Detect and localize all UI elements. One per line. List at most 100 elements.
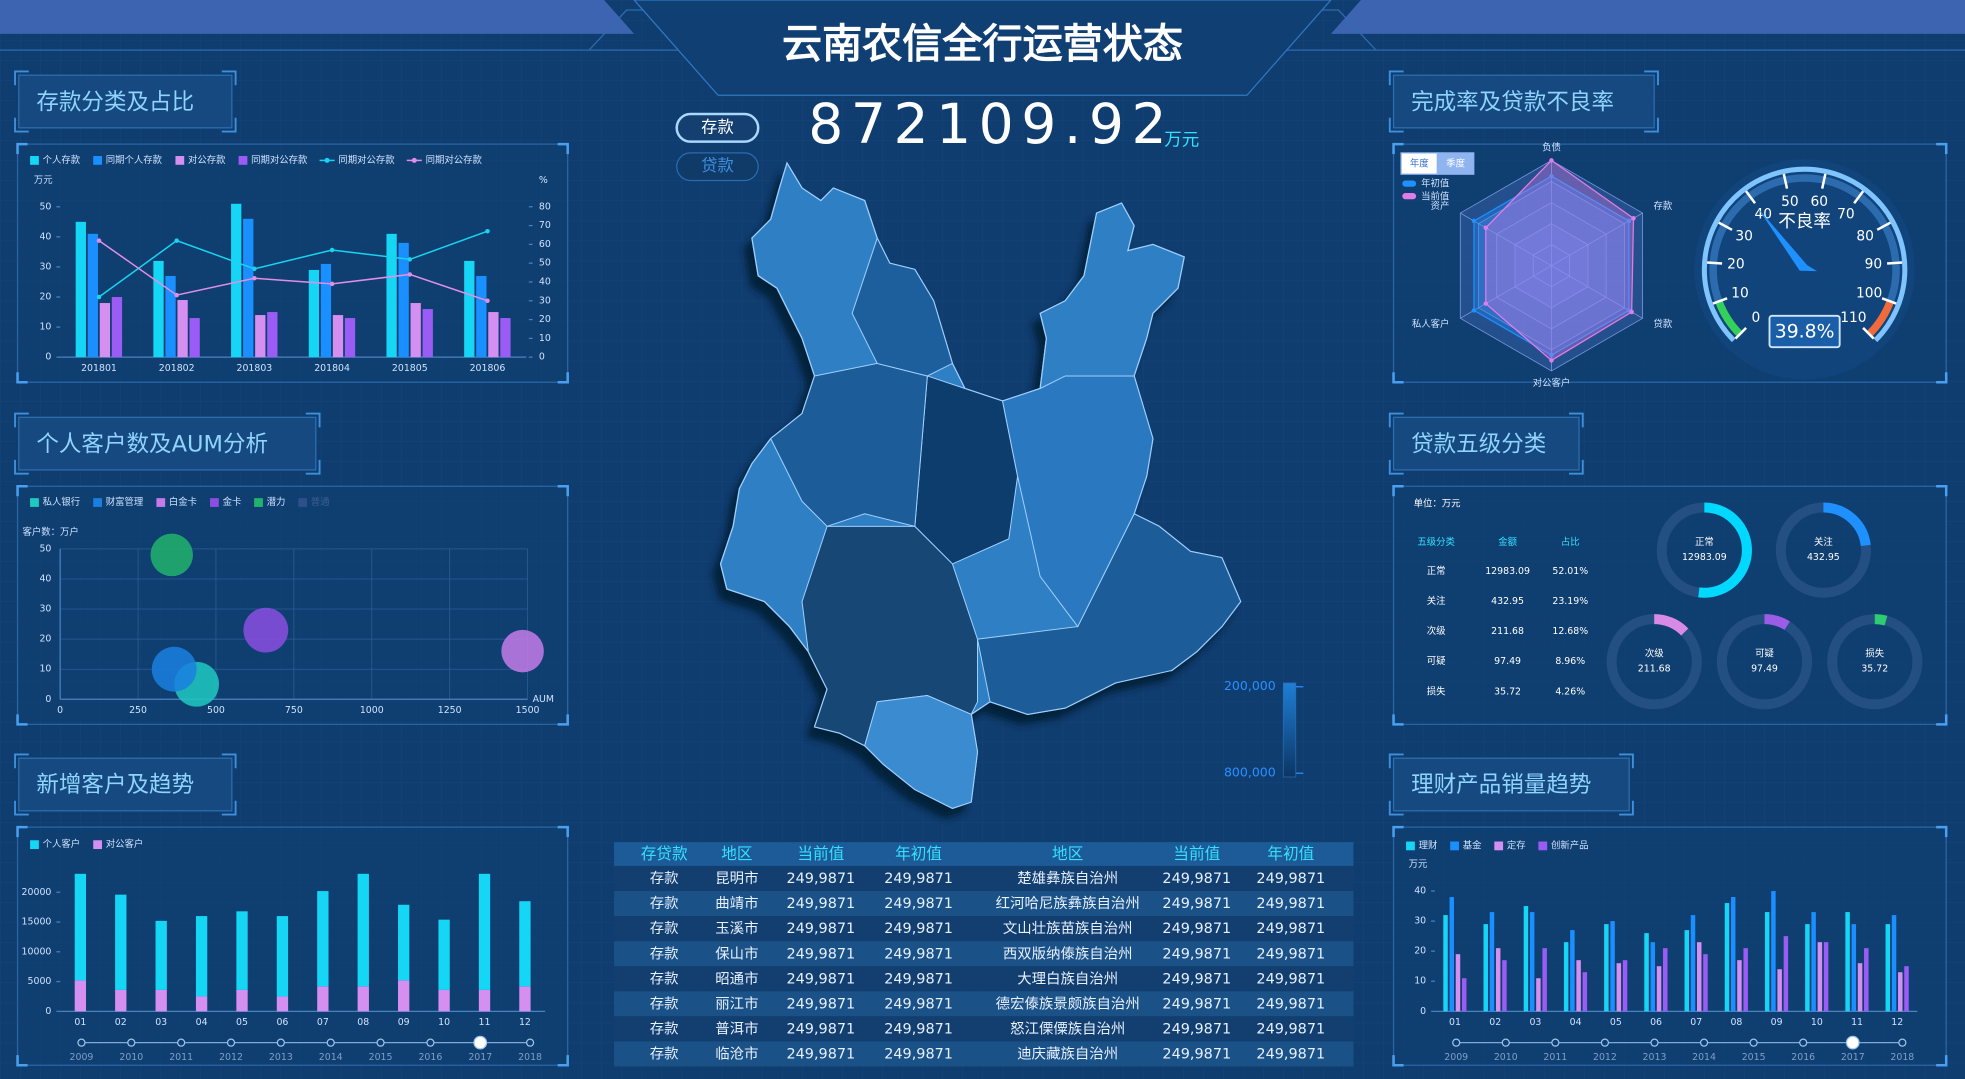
table-cell: 西双版纳傣族自治州 [1003,945,1133,962]
timeline-node[interactable] [525,1038,535,1047]
timeline-node[interactable] [326,1038,335,1047]
x-tick-label: 10 [438,1017,450,1028]
bar [1690,915,1696,1012]
bar [1502,960,1507,1012]
panel-title: 个人客户数及AUM分析 [36,431,268,457]
gauge-tick-label: 60 [1810,194,1828,210]
x-axis-title: AUM [533,694,554,705]
timeline-label: 2013 [1643,1052,1667,1063]
radar-point [1471,218,1477,224]
table-cell: 存款 [650,945,679,962]
x-tick-label: 03 [155,1017,167,1028]
kpi-tab[interactable] [675,112,760,143]
legend-swatch [1402,192,1417,200]
gauge-value: 39.8% [1775,322,1835,343]
gauge-tick [1853,190,1865,204]
bar [1449,897,1455,1012]
table-row [614,891,1354,917]
table-cell: 249,9871 [786,921,855,937]
timeline-label: 2018 [518,1052,542,1063]
table-cell: 249,9871 [786,996,855,1012]
timeline-node[interactable] [77,1038,86,1047]
legend-swatch [1450,841,1459,851]
tab-label[interactable]: 季度 [1446,158,1465,170]
bubble [151,646,197,692]
table-cell: 249,9871 [1162,1021,1231,1037]
timeline-node[interactable] [1551,1038,1560,1047]
timeline-label: 2017 [1841,1052,1865,1063]
timeline-node[interactable] [1452,1038,1461,1047]
bar-segment [438,919,450,990]
panel-title-corners [14,753,237,816]
bar [1904,966,1909,1012]
table-header: 地区 [721,844,752,863]
table-row [614,916,1354,942]
panel-title-box [18,757,233,812]
tab-label[interactable]: 年度 [1410,158,1429,170]
timeline-node[interactable] [1501,1038,1510,1047]
radar-axis-label: 对公客户 [1533,377,1571,389]
x-tick-label: 250 [129,705,147,716]
table-row [614,1041,1354,1067]
table-cell: 存款 [650,870,679,887]
timeline-node[interactable] [376,1038,385,1047]
x-tick-label: 01 [1449,1017,1461,1028]
bar-segment [115,894,127,990]
table-cell: 普洱市 [715,1020,758,1037]
table-cell: 249,9871 [786,946,855,962]
x-tick-label: 750 [285,705,303,716]
timeline-node[interactable] [1650,1038,1659,1047]
legend-label: 个人存款 [43,154,81,166]
kpi-tab-label[interactable]: 贷款 [701,156,734,175]
legend-label: 对公存款 [188,154,226,166]
table-cell: 249,9871 [884,971,953,987]
bubble [150,533,193,577]
y2-tick-label: 10 [539,333,551,344]
bar [1455,954,1461,1012]
y2-tick-label: 20 [539,314,551,325]
bar [1563,942,1569,1012]
timeline-node[interactable] [1600,1038,1610,1047]
donut-value: 35.72 [1861,664,1888,675]
tab[interactable] [1436,152,1475,175]
timeline-node[interactable] [1898,1038,1907,1047]
y-tick-label: 40 [39,573,51,584]
map-region [851,236,954,377]
gauge-tick-label: 110 [1840,310,1866,326]
kpi-tab-label[interactable]: 存款 [701,117,734,136]
legend-label: 基金 [1463,839,1482,851]
bar [410,303,421,358]
table-cell: 249,9871 [786,1047,855,1063]
y-tick-label: 20 [1414,946,1426,957]
timeline-node[interactable] [276,1038,285,1047]
x-tick-label: 03 [1529,1017,1541,1028]
x-tick-label: 1250 [438,705,462,716]
timeline-node[interactable] [1749,1038,1758,1047]
bar-segment [478,989,491,1012]
table-cell: 迪庆藏族自治州 [1017,1046,1118,1063]
line-point [329,247,335,253]
legend-swatch [30,156,39,165]
timeline-label: 2014 [1692,1052,1716,1063]
gauge-tick-label: 50 [1781,194,1799,210]
panel-corners [1392,484,1948,726]
donut-arc [1775,502,1872,598]
kpi-tab[interactable] [676,152,759,182]
table-cell: 97.49 [1494,656,1521,667]
gauge-tick-label: 20 [1727,257,1745,273]
x-tick-label: 201804 [314,363,350,374]
bar [99,303,111,358]
timeline-node[interactable] [426,1038,435,1047]
timeline-label: 2014 [319,1052,343,1063]
radar-point [1549,158,1554,163]
bar [398,242,409,358]
timeline-selected[interactable] [473,1035,488,1050]
timeline-node[interactable] [1799,1038,1808,1047]
timeline-node[interactable] [1699,1038,1709,1047]
timeline-node[interactable] [177,1038,186,1047]
timeline-label: 2016 [1791,1052,1815,1063]
timeline-node[interactable] [226,1038,236,1047]
radar-axis-label: 负债 [1542,141,1561,153]
timeline-selected[interactable] [1845,1035,1860,1050]
timeline-node[interactable] [127,1038,136,1047]
